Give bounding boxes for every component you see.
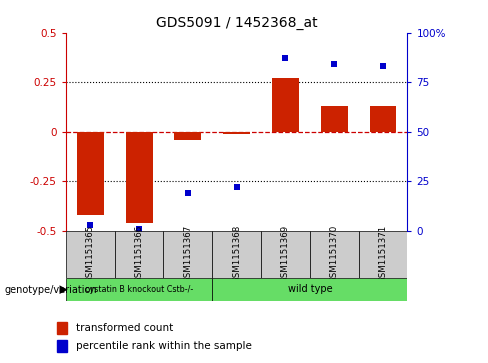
Bar	[57, 322, 67, 334]
Text: transformed count: transformed count	[76, 323, 173, 333]
Bar	[175, 132, 201, 139]
Bar	[310, 231, 359, 278]
Text: percentile rank within the sample: percentile rank within the sample	[76, 341, 252, 351]
Bar	[224, 132, 250, 134]
Bar	[261, 231, 310, 278]
Text: cystatin B knockout Cstb-/-: cystatin B knockout Cstb-/-	[85, 285, 193, 294]
Point	[184, 190, 192, 196]
Title: GDS5091 / 1452368_at: GDS5091 / 1452368_at	[156, 16, 318, 30]
Point	[86, 222, 94, 228]
Text: genotype/variation: genotype/variation	[5, 285, 98, 295]
Bar	[66, 278, 212, 301]
Bar	[369, 106, 396, 132]
Bar	[359, 231, 407, 278]
Bar	[77, 132, 104, 215]
Bar	[66, 231, 115, 278]
Point	[233, 184, 241, 190]
Text: GSM1151370: GSM1151370	[330, 225, 339, 283]
Polygon shape	[60, 285, 68, 294]
Text: GSM1151366: GSM1151366	[135, 225, 143, 283]
Point	[135, 226, 143, 232]
Bar	[57, 340, 67, 352]
Bar	[321, 106, 347, 132]
Bar	[115, 231, 163, 278]
Point	[330, 61, 338, 67]
Point	[282, 56, 289, 61]
Text: GSM1151365: GSM1151365	[86, 225, 95, 283]
Text: GSM1151368: GSM1151368	[232, 225, 241, 283]
Text: GSM1151367: GSM1151367	[183, 225, 192, 283]
Bar	[126, 132, 152, 223]
Bar	[212, 231, 261, 278]
Bar	[212, 278, 407, 301]
Point	[379, 64, 387, 69]
Bar	[272, 78, 299, 132]
Text: GSM1151371: GSM1151371	[379, 225, 387, 283]
Text: wild type: wild type	[287, 285, 332, 294]
Bar	[163, 231, 212, 278]
Text: GSM1151369: GSM1151369	[281, 225, 290, 283]
